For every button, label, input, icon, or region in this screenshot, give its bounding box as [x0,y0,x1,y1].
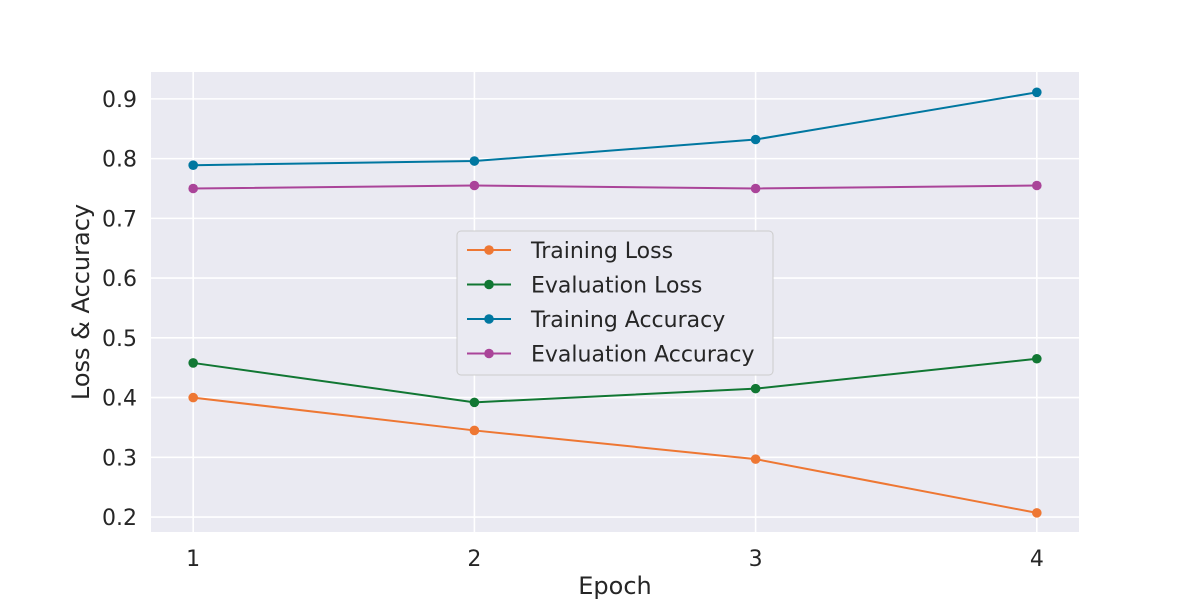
data-point-evaluation-accuracy [469,180,480,191]
legend-item-evaluation-accuracy: Evaluation Accuracy [467,343,755,368]
x-axis-label: Epoch [578,572,652,600]
series-line-training-accuracy [193,91,1037,167]
legend-label-training-loss: Training Loss [530,239,673,264]
legend-marker-training-accuracy [484,314,494,324]
data-point-evaluation-accuracy [188,183,198,194]
legend-label-evaluation-accuracy: Evaluation Accuracy [531,343,755,368]
data-point-evaluation-loss [469,397,480,408]
x-tick-label: 3 [749,547,763,572]
y-tick-label: 0.7 [102,207,137,232]
y-tick-label: 0.8 [102,148,137,173]
series-line-evaluation-loss [193,357,1037,404]
legend-label-training-accuracy: Training Accuracy [530,308,725,333]
y-tick-label: 0.5 [102,327,137,352]
x-tick-label: 2 [467,547,481,572]
data-point-evaluation-loss [1032,353,1042,364]
y-tick-label: 0.3 [102,446,137,471]
data-point-training-accuracy [188,160,198,170]
data-point-evaluation-loss [750,383,761,394]
y-tick-label: 0.9 [102,88,137,113]
data-point-training-accuracy [1032,87,1042,98]
legend-item-training-accuracy: Training Accuracy [467,308,725,333]
legend-marker-evaluation-loss [484,279,494,290]
x-tick-label: 4 [1030,547,1044,572]
data-point-evaluation-loss [188,358,198,368]
series-evaluation-loss [188,353,1042,408]
series-training-accuracy [188,87,1042,170]
legend-marker-training-loss [484,245,494,255]
data-point-training-loss [469,425,480,436]
series-line-evaluation-accuracy [193,184,1037,190]
y-tick-label: 0.2 [102,506,137,531]
legend: Training Loss Evaluation Loss Training Acc… [456,230,774,376]
data-point-training-loss [750,454,761,464]
legend-box [456,230,774,376]
data-point-evaluation-accuracy [750,183,761,194]
series-layer [188,87,1042,518]
data-point-training-accuracy [750,134,761,145]
data-point-training-loss [188,392,198,403]
legend-item-training-loss: Training Loss [467,239,673,264]
y-tick-label: 0.4 [102,387,137,412]
y-tick-label: 0.6 [102,267,137,292]
legend-label-evaluation-loss: Evaluation Loss [531,274,702,299]
y-axis-label: Loss & Accuracy [67,204,95,400]
series-line-training-loss [193,396,1038,514]
data-point-training-accuracy [469,156,480,166]
data-point-evaluation-accuracy [1032,180,1042,191]
tick-labels: 1 2 3 4 0.2 0.3 0.4 0.5 0.6 0.7 0.8 0.9 [102,88,1044,572]
series-training-loss [188,392,1042,518]
legend-item-evaluation-loss: Evaluation Loss [467,274,702,299]
data-point-training-loss [1032,508,1042,518]
x-tick-label: 1 [186,547,200,572]
legend-marker-evaluation-accuracy [484,348,494,359]
series-evaluation-accuracy [188,180,1042,194]
